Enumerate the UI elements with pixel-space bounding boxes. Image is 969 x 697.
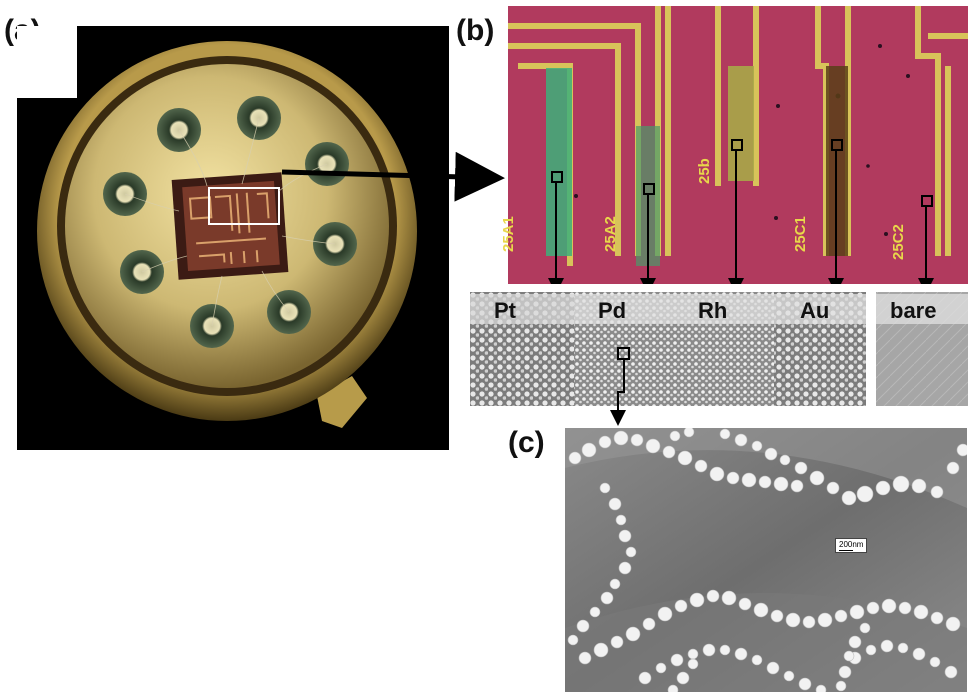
- particle-chain-2: [669, 426, 969, 506]
- tile-label-bare: bare: [890, 298, 937, 323]
- sem-closeup: 200nm: [565, 426, 969, 696]
- rh-film: [728, 66, 754, 181]
- tile-label-au: Au: [800, 298, 830, 323]
- sem-tiles-row: Pt Pd Rh Au bare: [470, 292, 968, 406]
- panel-c-label: (c): [508, 426, 545, 459]
- tile-label-rh: Rh: [698, 298, 728, 323]
- particle-chain-3: [567, 482, 637, 646]
- particle-chain-4: [578, 589, 961, 665]
- chip-micrograph: 25A1 25A2 25b 25C1 25C2: [500, 6, 968, 294]
- chip-zoom-arrow: [281, 151, 505, 202]
- package-photo: [17, 26, 449, 450]
- tile-label-pt: Pt: [494, 298, 516, 323]
- pt-film: [546, 68, 572, 256]
- sensor-chip: [171, 172, 289, 280]
- scale-bar: 200nm: [835, 538, 868, 553]
- sem-closeup-image: [565, 426, 969, 696]
- particle-chain-6: [667, 622, 871, 696]
- scale-bar-label: 200nm: [839, 540, 864, 549]
- particle-chain-5: [638, 639, 958, 696]
- to-header-package-image: [17, 26, 449, 450]
- panel-b-label: (b): [456, 14, 495, 47]
- sem-tiles-image: [470, 292, 968, 406]
- micrograph-image: [508, 6, 968, 294]
- scale-bar-line: [839, 550, 853, 551]
- tile-label-pd: Pd: [598, 298, 627, 323]
- particle-chain-1: [568, 430, 804, 493]
- pd-zoom-arrow: [610, 358, 626, 426]
